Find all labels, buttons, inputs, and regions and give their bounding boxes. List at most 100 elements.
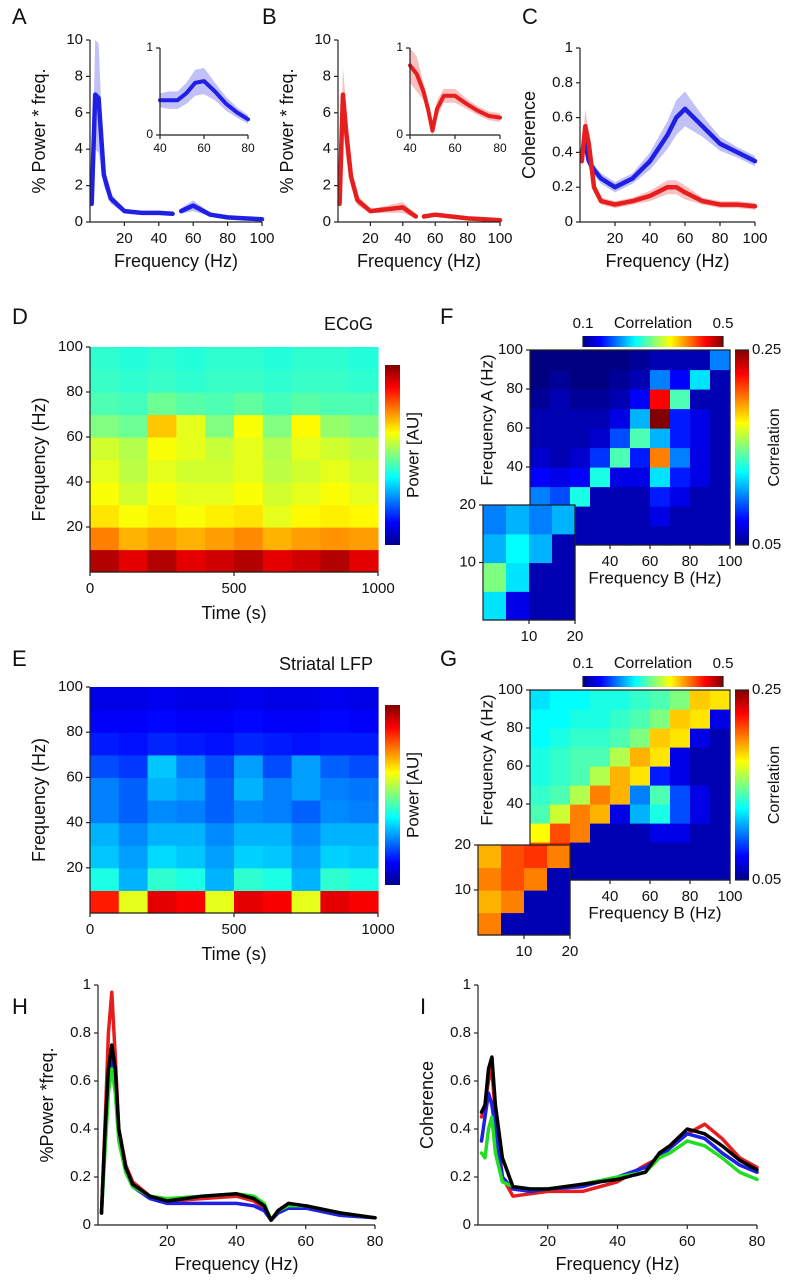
cell (670, 350, 691, 371)
cell (147, 504, 177, 528)
cell (610, 350, 631, 371)
cell (90, 732, 120, 756)
cell (478, 890, 502, 914)
cell (349, 777, 379, 801)
x-tick-label: 20 (607, 230, 624, 247)
cell (710, 467, 731, 488)
x-tick-label: 0 (86, 921, 94, 938)
cell (590, 467, 611, 488)
x-tick-label: 1000 (361, 580, 394, 597)
data-line (479, 1055, 759, 1191)
x-tick-label: 80 (241, 141, 255, 155)
y-axis-label: Coherence (417, 1061, 437, 1149)
cell (349, 687, 379, 711)
colorbar-label: Correlation (614, 315, 692, 332)
y-tick-label: 6 (323, 104, 331, 121)
cell (118, 414, 149, 438)
cell (570, 804, 591, 824)
cell (176, 482, 206, 506)
cell (147, 347, 177, 371)
y-tick-label: 80 (506, 380, 523, 397)
x-tick-label: 0 (86, 580, 94, 597)
x-axis-label: Frequency (Hz) (605, 251, 729, 271)
cell (610, 785, 631, 805)
cell (176, 549, 206, 573)
cell (690, 467, 711, 488)
cell (234, 392, 264, 416)
cell (90, 845, 120, 869)
cell (550, 447, 571, 468)
cell (552, 591, 576, 621)
cell (349, 504, 379, 528)
cell (90, 754, 120, 778)
cell (650, 842, 671, 862)
cell (630, 408, 651, 429)
y-axis-label: % Power * freq. (29, 68, 49, 193)
cell (349, 800, 379, 824)
cell (550, 389, 571, 410)
cell (262, 392, 293, 416)
cell (630, 389, 651, 410)
y-tick-label: 1 (83, 976, 91, 993)
y-tick-label: 10 (66, 31, 83, 48)
cell (320, 437, 350, 461)
cell (524, 845, 548, 869)
cell (501, 867, 525, 891)
y-tick-label: 8 (323, 67, 331, 84)
cell (234, 459, 264, 483)
y-tick-label: 40 (506, 458, 523, 475)
cell (530, 823, 551, 843)
x-axis-label: Frequency B (Hz) (588, 568, 721, 587)
cell (291, 732, 321, 756)
cell (118, 527, 149, 551)
cell (478, 867, 502, 891)
cell (234, 800, 264, 824)
y-tick-label: 10 (314, 31, 331, 48)
cell (349, 482, 379, 506)
x-tick-label: 100 (717, 888, 742, 905)
cell (349, 845, 379, 869)
cell (550, 467, 571, 488)
y-tick-label: 4 (323, 140, 331, 157)
cell (147, 482, 177, 506)
x-tick-label: 20 (562, 943, 579, 960)
cell (650, 728, 671, 748)
colorbar (735, 350, 749, 545)
cell (710, 369, 731, 390)
cell (529, 533, 553, 564)
cell (710, 861, 731, 881)
y-tick-label: 1 (463, 976, 471, 993)
cell (291, 414, 321, 438)
cell (550, 785, 571, 805)
cell (670, 690, 691, 710)
cell (610, 447, 631, 468)
cell (291, 867, 321, 891)
cell (262, 527, 293, 551)
cell (262, 754, 293, 778)
cell (547, 912, 571, 936)
cell (176, 867, 206, 891)
y-tick-label: 0.4 (450, 1120, 471, 1137)
cell (524, 912, 548, 936)
cell (630, 842, 651, 862)
y-tick-label: 0 (83, 1216, 91, 1233)
cell (262, 437, 293, 461)
cell (550, 486, 571, 507)
cell (590, 428, 611, 449)
cell (530, 369, 551, 390)
cell (590, 747, 611, 767)
cell (650, 690, 671, 710)
cell (176, 687, 206, 711)
panel-label: H (12, 994, 28, 1019)
cell (670, 525, 691, 546)
cell (630, 447, 651, 468)
cell (483, 591, 507, 621)
cell (630, 486, 651, 507)
y-tick-label: 1 (396, 40, 403, 54)
cell (90, 822, 120, 846)
y-tick-label: 20 (66, 859, 83, 876)
cell (349, 414, 379, 438)
cell (506, 533, 530, 564)
cell (483, 562, 507, 592)
cell (590, 766, 611, 786)
